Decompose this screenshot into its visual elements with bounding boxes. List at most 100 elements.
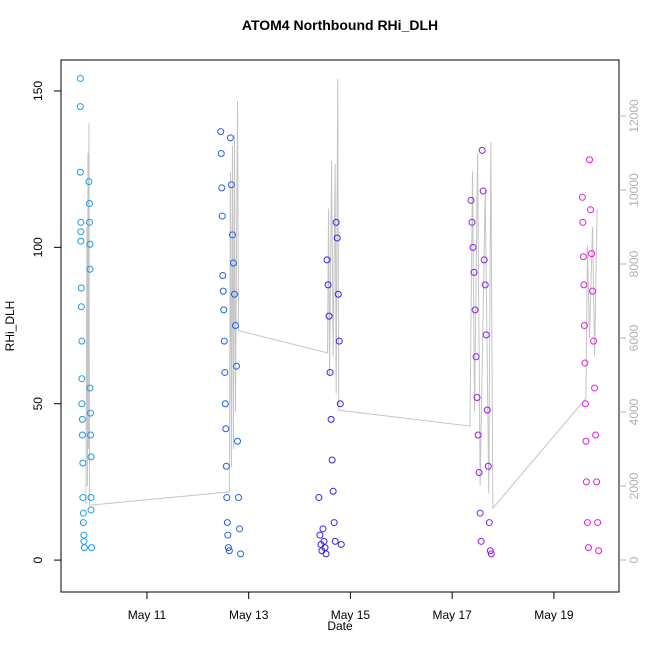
data-point xyxy=(324,281,332,289)
data-point xyxy=(471,306,479,314)
data-point xyxy=(581,359,589,367)
data-point xyxy=(580,281,588,289)
data-point xyxy=(217,150,225,158)
data-point xyxy=(76,74,84,82)
data-point xyxy=(473,393,481,401)
data-point xyxy=(237,550,245,558)
x-tick-label: May 19 xyxy=(534,608,574,622)
data-point xyxy=(322,550,330,558)
data-point xyxy=(583,519,591,527)
data-point xyxy=(470,268,478,276)
data-point xyxy=(77,237,85,245)
y2-tick-label: 10000 xyxy=(627,173,641,207)
data-point xyxy=(222,462,230,470)
y-tick-label: 150 xyxy=(31,81,45,101)
data-point xyxy=(590,337,598,345)
data-point xyxy=(87,453,95,461)
data-point xyxy=(219,287,227,295)
data-point xyxy=(592,431,600,439)
data-point xyxy=(335,337,343,345)
data-point xyxy=(78,415,86,423)
data-point xyxy=(78,431,86,439)
data-point xyxy=(79,509,87,517)
data-point xyxy=(472,353,480,361)
data-point xyxy=(79,519,87,527)
data-point xyxy=(474,431,482,439)
data-point xyxy=(477,537,485,545)
data-point xyxy=(80,531,88,539)
data-point xyxy=(225,547,233,555)
data-point xyxy=(486,547,494,555)
data-point xyxy=(588,250,596,258)
data-point xyxy=(218,184,226,192)
data-point xyxy=(76,168,84,176)
data-point xyxy=(484,462,492,470)
data-point xyxy=(325,312,333,320)
data-point xyxy=(334,290,342,298)
data-point xyxy=(86,265,94,273)
x-axis-label: Date xyxy=(327,619,353,633)
data-point xyxy=(218,212,226,220)
data-point xyxy=(87,431,95,439)
data-point xyxy=(229,259,237,267)
data-point xyxy=(332,218,340,226)
data-point xyxy=(80,544,88,552)
data-point xyxy=(333,234,341,242)
x-tick-label: May 13 xyxy=(229,608,269,622)
data-point xyxy=(582,478,590,486)
data-point xyxy=(219,271,227,279)
data-point xyxy=(236,525,244,533)
data-point xyxy=(487,550,495,558)
data-point xyxy=(224,531,232,539)
data-point xyxy=(77,303,85,311)
data-point xyxy=(226,134,234,142)
data-point xyxy=(80,537,88,545)
data-point xyxy=(329,487,337,495)
data-point xyxy=(480,256,488,264)
data-point xyxy=(223,494,231,502)
plot-frame xyxy=(60,59,620,593)
x-tick-label: May 11 xyxy=(128,608,167,622)
data-point xyxy=(581,400,589,408)
data-point xyxy=(230,290,238,298)
data-point xyxy=(587,206,595,214)
y-tick-label: 0 xyxy=(31,556,45,563)
data-point xyxy=(87,506,95,514)
chart-title: ATOM4 Northbound RHi_DLH xyxy=(242,17,438,33)
data-point xyxy=(222,425,230,433)
data-point xyxy=(217,128,225,136)
data-point xyxy=(482,331,490,339)
data-point xyxy=(585,156,593,164)
data-point xyxy=(579,253,587,261)
y2-tick-label: 12000 xyxy=(627,99,641,133)
y2-tick-label: 8000 xyxy=(627,250,641,277)
y2-tick-label: 4000 xyxy=(627,398,641,425)
data-point xyxy=(235,494,243,502)
data-point xyxy=(475,469,483,477)
x-tick-label: May 17 xyxy=(432,608,472,622)
data-point xyxy=(77,284,85,292)
data-point xyxy=(85,200,93,208)
data-point xyxy=(234,437,242,445)
data-point xyxy=(578,193,586,201)
data-point xyxy=(593,478,601,486)
data-point xyxy=(220,337,228,345)
data-point xyxy=(595,547,603,555)
data-point xyxy=(468,218,476,226)
data-point xyxy=(483,406,491,414)
data-point xyxy=(485,519,493,527)
data-point xyxy=(319,525,327,533)
data-point xyxy=(221,368,229,376)
data-point xyxy=(327,415,335,423)
data-point xyxy=(77,228,85,236)
data-point xyxy=(79,459,87,467)
data-point xyxy=(330,519,338,527)
data-point xyxy=(77,218,85,226)
data-point xyxy=(227,181,235,189)
data-point xyxy=(323,256,331,264)
data-point xyxy=(78,337,86,345)
data-point xyxy=(476,509,484,517)
data-point xyxy=(584,544,592,552)
data-point xyxy=(85,218,93,226)
